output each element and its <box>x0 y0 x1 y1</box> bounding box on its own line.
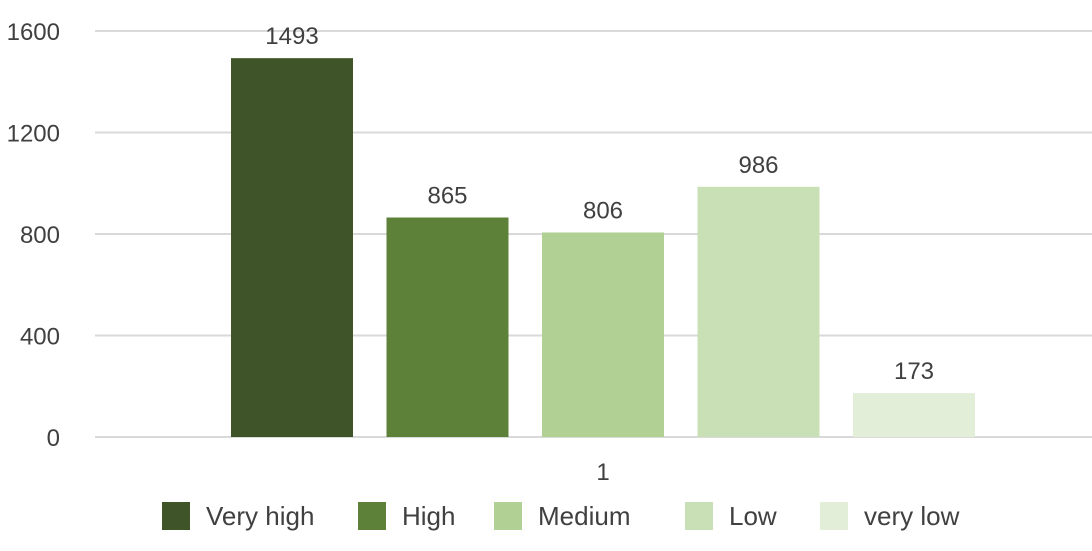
legend-label: very low <box>864 501 960 531</box>
legend-label: Very high <box>206 501 314 531</box>
data-label: 173 <box>894 358 934 385</box>
legend-swatch <box>162 502 190 530</box>
legend-label: High <box>402 501 455 531</box>
legend-swatch <box>820 502 848 530</box>
y-tick-label: 800 <box>20 222 60 249</box>
legend-swatch <box>685 502 713 530</box>
bar-very-low <box>853 393 975 437</box>
data-labels: 1493 865 806 986 173 <box>265 23 934 385</box>
legend-item-low: Low <box>685 501 777 531</box>
y-tick-label: 1200 <box>7 121 60 148</box>
legend: Very high High Medium Low very low <box>162 501 960 531</box>
bar-high <box>386 217 509 437</box>
y-axis-tick-labels: 0 400 800 1200 1600 <box>7 19 60 452</box>
legend-item-very-low: very low <box>820 501 960 531</box>
y-tick-label: 400 <box>20 324 60 351</box>
y-tick-label: 0 <box>47 425 60 452</box>
y-tick-label: 1600 <box>7 19 60 46</box>
legend-item-high: High <box>358 501 455 531</box>
bars <box>231 58 975 438</box>
legend-item-very-high: Very high <box>162 501 314 531</box>
data-label: 865 <box>427 183 467 210</box>
bar-medium <box>542 232 664 437</box>
x-tick-label: 1 <box>596 459 609 486</box>
data-label: 1493 <box>265 23 318 50</box>
x-axis-tick-labels: 1 <box>596 459 609 486</box>
legend-label: Medium <box>538 501 630 531</box>
legend-swatch <box>494 502 522 530</box>
bar-low <box>697 186 820 437</box>
legend-item-medium: Medium <box>494 501 630 531</box>
data-label: 806 <box>583 197 623 224</box>
data-label: 986 <box>738 152 778 179</box>
legend-label: Low <box>729 501 777 531</box>
bar-very-high <box>231 58 353 438</box>
legend-swatch <box>358 502 386 530</box>
